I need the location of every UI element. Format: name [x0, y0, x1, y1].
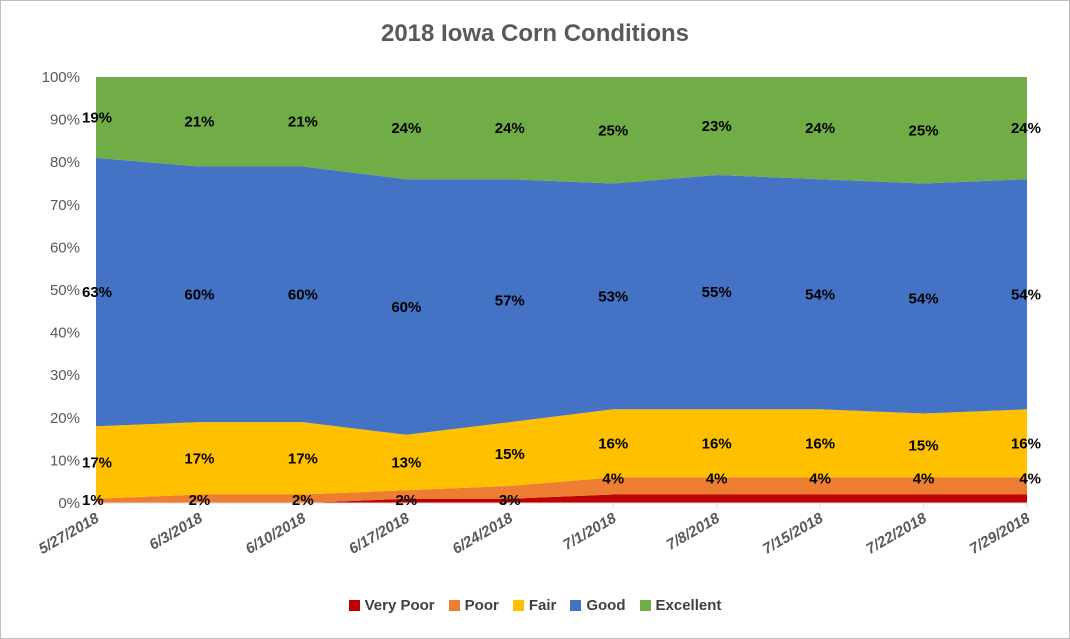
- y-tick-label: 20%: [50, 410, 80, 427]
- data-label-excellent: 25%: [598, 122, 628, 139]
- data-label-poor: 4%: [1019, 470, 1041, 487]
- legend-item-excellent: Excellent: [639, 597, 722, 614]
- area-good: [96, 157, 1027, 435]
- data-label-poor: 1%: [82, 492, 104, 509]
- y-tick-label: 50%: [50, 282, 80, 299]
- legend-label: Excellent: [655, 597, 722, 614]
- data-label-fair: 17%: [288, 450, 318, 467]
- data-label-poor: 4%: [913, 470, 935, 487]
- legend-swatch: [512, 600, 524, 611]
- x-tick-label: 6/17/2018: [346, 509, 413, 557]
- legend-label: Good: [586, 597, 626, 614]
- data-label-good: 55%: [702, 284, 732, 301]
- data-labels: 1% 2% 2% 2% 3% 4% 4% 4% 4% 4% 17% 17% 17% 13% 15% 16% 16…: [82, 109, 1041, 509]
- area-excellent: [96, 77, 1027, 184]
- data-label-good: 54%: [805, 286, 835, 303]
- data-label-good: 53%: [598, 288, 628, 305]
- data-label-poor: 4%: [706, 470, 728, 487]
- y-tick-label: 100%: [42, 69, 80, 86]
- y-tick-label: 90%: [50, 112, 80, 129]
- data-label-good: 60%: [391, 299, 421, 316]
- chart-title: 2018 Iowa Corn Conditions: [380, 20, 690, 47]
- x-tick-label: 5/27/2018: [36, 509, 103, 557]
- area-poor: [96, 477, 1027, 503]
- data-label-fair: 16%: [1011, 435, 1041, 452]
- x-tick-label: 6/3/2018: [146, 509, 206, 553]
- y-tick-label: 60%: [50, 239, 80, 256]
- data-label-good: 60%: [184, 286, 214, 303]
- area-fair: [96, 409, 1027, 499]
- data-label-good: 57%: [495, 293, 525, 310]
- x-tick-label: 6/24/2018: [449, 509, 516, 557]
- x-tick-label: 7/29/2018: [967, 509, 1034, 557]
- data-label-poor: 3%: [499, 492, 521, 509]
- area-very-poor: [96, 494, 1027, 503]
- data-label-poor: 4%: [602, 470, 624, 487]
- data-label-poor: 2%: [292, 492, 314, 509]
- data-label-excellent: 19%: [82, 109, 112, 126]
- data-label-poor: 4%: [809, 470, 831, 487]
- data-label-excellent: 24%: [495, 120, 525, 137]
- data-label-excellent: 24%: [1011, 120, 1041, 137]
- legend: Very Poor Poor Fair Good Excellent: [0, 597, 1070, 614]
- data-label-excellent: 24%: [805, 120, 835, 137]
- y-tick-label: 40%: [50, 325, 80, 342]
- legend-item-good: Good: [570, 597, 626, 614]
- y-tick-label: 80%: [50, 154, 80, 171]
- legend-item-fair: Fair: [512, 597, 557, 614]
- data-label-fair: 17%: [184, 450, 214, 467]
- data-label-excellent: 24%: [391, 120, 421, 137]
- data-label-good: 54%: [909, 291, 939, 308]
- x-tick-label: 7/1/2018: [560, 509, 620, 553]
- legend-item-poor: Poor: [448, 597, 499, 614]
- y-axis: 0% 10% 20% 30% 40% 50% 60% 70% 80% 90% 100%: [42, 69, 80, 512]
- data-label-good: 60%: [288, 286, 318, 303]
- area-layers: [96, 77, 1027, 503]
- legend-item-very-poor: Very Poor: [348, 597, 435, 614]
- legend-swatch: [639, 600, 651, 611]
- legend-swatch: [570, 600, 582, 611]
- data-label-fair: 15%: [909, 437, 939, 454]
- data-label-poor: 2%: [189, 492, 211, 509]
- y-tick-label: 70%: [50, 197, 80, 214]
- y-tick-label: 30%: [50, 367, 80, 384]
- legend-swatch: [448, 600, 460, 611]
- data-label-poor: 2%: [395, 492, 417, 509]
- data-label-good: 54%: [1011, 286, 1041, 303]
- data-label-fair: 13%: [391, 455, 421, 472]
- legend-label: Very Poor: [364, 597, 435, 614]
- data-label-excellent: 23%: [702, 118, 732, 135]
- data-label-excellent: 25%: [909, 122, 939, 139]
- x-tick-label: 7/8/2018: [664, 509, 724, 553]
- legend-label: Fair: [528, 597, 557, 614]
- data-label-excellent: 21%: [288, 114, 318, 131]
- data-label-fair: 17%: [82, 455, 112, 472]
- data-label-good: 63%: [82, 284, 112, 301]
- legend-label: Poor: [464, 597, 499, 614]
- y-tick-label: 0%: [58, 495, 80, 512]
- legend-swatch: [348, 600, 360, 611]
- x-tick-label: 7/22/2018: [863, 509, 930, 557]
- data-label-excellent: 21%: [184, 114, 214, 131]
- data-label-fair: 15%: [495, 446, 525, 463]
- data-label-fair: 16%: [598, 435, 628, 452]
- y-tick-label: 10%: [50, 452, 80, 469]
- x-tick-label: 6/10/2018: [243, 509, 310, 557]
- x-axis: 5/27/2018 6/3/2018 6/10/2018 6/17/2018 6/24/…: [36, 502, 1034, 558]
- data-label-fair: 16%: [805, 435, 835, 452]
- x-tick-label: 7/15/2018: [760, 509, 827, 557]
- data-label-fair: 16%: [702, 435, 732, 452]
